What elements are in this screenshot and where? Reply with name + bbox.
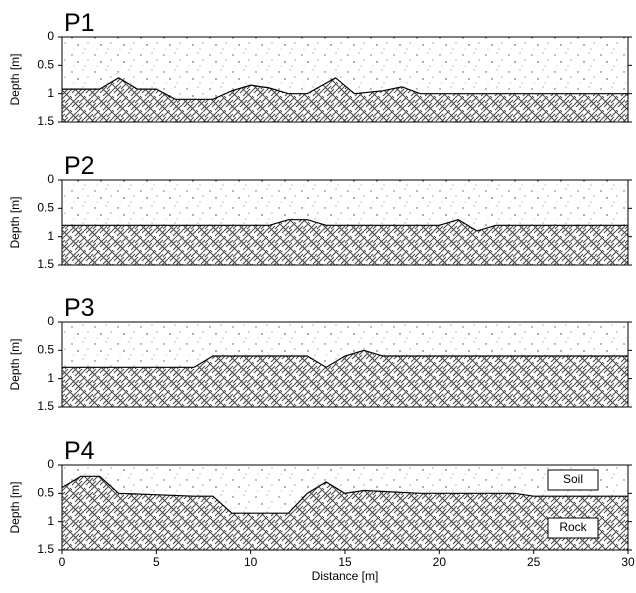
y-tick-label: 1.5 <box>37 399 54 413</box>
y-tick-label: 0.5 <box>37 201 54 215</box>
plot-frame <box>61 321 629 408</box>
y-tick-label: 0.5 <box>37 486 54 500</box>
panel-title: P4 <box>64 437 95 465</box>
y-tick-label: 1 <box>47 229 54 243</box>
panel-title: P3 <box>64 294 95 322</box>
y-tick-label: 0 <box>47 314 54 328</box>
x-tick-label: 0 <box>59 555 66 569</box>
y-tick-label: 1.5 <box>37 257 54 271</box>
y-tick-label: 1.5 <box>37 542 54 556</box>
rock-region <box>62 77 628 122</box>
legend-label: Soil <box>563 472 583 486</box>
x-axis-label: Distance [m] <box>312 569 379 583</box>
rock-region <box>62 476 628 550</box>
y-tick-label: 0.5 <box>37 58 54 72</box>
rock-region <box>62 219 628 265</box>
plot-frame <box>61 36 629 123</box>
legend-label: Rock <box>559 520 587 534</box>
y-tick-label: 1 <box>47 514 54 528</box>
y-tick-label: 0 <box>47 457 54 471</box>
y-axis-label: Depth [m] <box>8 53 22 105</box>
panel-title: P2 <box>64 152 95 180</box>
y-tick-label: 0.5 <box>37 343 54 357</box>
y-tick-label: 1.5 <box>37 114 54 128</box>
y-tick-label: 1 <box>47 371 54 385</box>
legend-box <box>547 517 599 539</box>
x-tick-label: 5 <box>153 555 160 569</box>
boundary-line <box>62 349 628 369</box>
boundary-line <box>61 475 628 514</box>
boundary-line <box>62 77 628 100</box>
x-tick-label: 10 <box>244 555 258 569</box>
boundary-line <box>62 219 628 232</box>
x-tick-label: 20 <box>433 555 447 569</box>
y-tick-label: 0 <box>47 29 54 43</box>
legend-box <box>547 469 599 491</box>
x-tick-label: 30 <box>621 555 635 569</box>
y-axis-label: Depth [m] <box>8 196 22 248</box>
y-tick-label: 1 <box>47 86 54 100</box>
panel-title: P1 <box>64 9 95 37</box>
plot-frame <box>61 179 629 266</box>
x-tick-label: 25 <box>527 555 541 569</box>
y-axis-label: Depth [m] <box>8 338 22 390</box>
x-tick-label: 15 <box>338 555 352 569</box>
y-tick-label: 0 <box>47 172 54 186</box>
y-axis-label: Depth [m] <box>8 481 22 533</box>
rock-region <box>62 350 628 407</box>
